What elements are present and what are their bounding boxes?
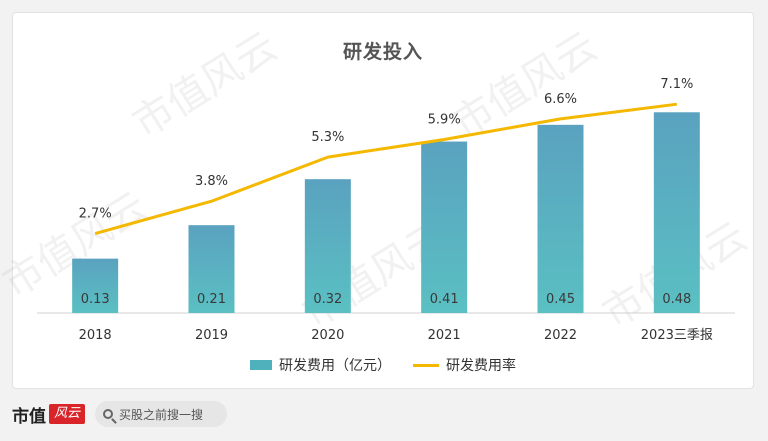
rate-line — [94, 102, 678, 236]
legend-label-line: 研发费用率 — [446, 358, 516, 374]
x-tick-label: 2019 — [195, 328, 228, 343]
legend-item-line: 研发费用率 — [413, 355, 516, 375]
line-value-label: 7.1% — [660, 77, 693, 92]
line-value-label: 5.3% — [311, 130, 344, 145]
footer-bar: 市值 风云 买股之前搜一搜 — [12, 398, 752, 430]
bar-2023三季报 — [653, 112, 700, 313]
legend-swatch-line — [413, 363, 439, 367]
search-icon — [103, 409, 114, 419]
brand-logo: 市值 风云 — [12, 402, 86, 427]
x-tick-label: 2020 — [311, 328, 344, 343]
bar-value-label: 0.45 — [546, 292, 575, 307]
line-value-label: 5.9% — [428, 112, 461, 127]
x-tick-label: 2021 — [428, 328, 461, 343]
legend-swatch-bar — [250, 360, 272, 370]
chart-title: 研发投入 — [342, 41, 423, 63]
bar-value-label: 0.13 — [81, 292, 110, 307]
x-tick-label: 2018 — [79, 328, 112, 343]
line-value-label: 2.7% — [79, 207, 112, 222]
bar-2018 — [72, 258, 119, 313]
bar-2022 — [537, 124, 584, 314]
bar-value-label: 0.32 — [313, 292, 342, 307]
brand-seal: 风云 — [49, 404, 86, 424]
bar-2019 — [188, 225, 235, 313]
chart-plot: 0.13 2018 0.21 2019 0.32 2020 0.41 2021 0.45 2022… — [37, 77, 735, 343]
search-placeholder: 买股之前搜一搜 — [119, 407, 204, 422]
brand-name: 市值 — [12, 406, 46, 427]
chart-card: 市值风云 市值风云 市值风云 市值风云 市值风云 研发投入 0.1320180.… — [0, 12, 755, 389]
bar-value-label: 0.48 — [662, 292, 691, 307]
bar-value-label: 0.21 — [197, 292, 226, 307]
bar-2020 — [304, 179, 351, 313]
line-value-label: 6.6% — [544, 92, 577, 107]
x-tick-label: 2023三季报 — [641, 328, 713, 343]
chart-legend: 研发费用（亿元） 研发费用率 — [13, 355, 753, 375]
x-tick-label: 2022 — [544, 328, 577, 343]
bar-2021 — [421, 141, 468, 313]
search-box[interactable]: 买股之前搜一搜 — [95, 401, 228, 427]
legend-label-bar: 研发费用（亿元） — [279, 358, 391, 374]
line-value-label: 3.8% — [195, 174, 228, 189]
legend-item-bar: 研发费用（亿元） — [250, 355, 391, 375]
bar-value-label: 0.41 — [430, 292, 459, 307]
